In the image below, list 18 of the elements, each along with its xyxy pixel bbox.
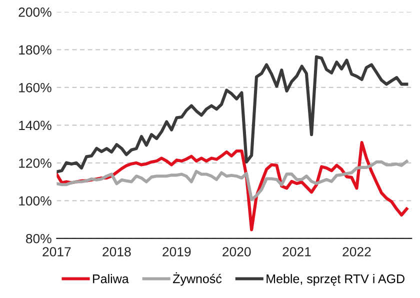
- y-tick-label: 140%: [19, 120, 52, 130]
- y-tick-label: 200%: [18, 7, 52, 17]
- line-series: [56, 160, 408, 202]
- line-series: [56, 55, 408, 174]
- legend-label: Żywność: [172, 272, 222, 286]
- y-tick-label: 120%: [19, 158, 52, 168]
- y-tick-label: 80%: [26, 234, 52, 244]
- x-tick-label: 2019: [162, 247, 191, 256]
- legend-label: Paliwa: [93, 274, 129, 284]
- x-tick-label: 2020: [222, 247, 251, 256]
- y-tick-label: 160%: [19, 82, 52, 92]
- legend-label: Meble, sprzęt RTV i AGD: [266, 274, 404, 286]
- x-tick-label: 2021: [282, 247, 311, 256]
- x-tick-label: 2018: [102, 247, 131, 256]
- x-tick-label: 2022: [342, 247, 371, 256]
- y-tick-label: 180%: [19, 45, 52, 55]
- x-tick-label: 2017: [42, 247, 71, 256]
- y-tick-label: 100%: [19, 196, 52, 206]
